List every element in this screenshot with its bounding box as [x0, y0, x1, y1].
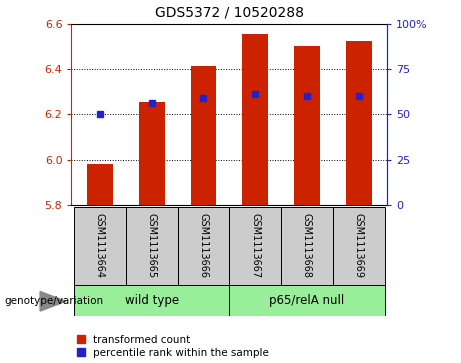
Text: GSM1113666: GSM1113666: [199, 213, 208, 278]
Text: p65/relA null: p65/relA null: [269, 294, 345, 307]
FancyBboxPatch shape: [229, 207, 281, 285]
Polygon shape: [40, 291, 66, 311]
Legend: transformed count, percentile rank within the sample: transformed count, percentile rank withi…: [77, 335, 269, 358]
FancyBboxPatch shape: [177, 207, 229, 285]
FancyBboxPatch shape: [333, 207, 384, 285]
FancyBboxPatch shape: [74, 207, 126, 285]
Title: GDS5372 / 10520288: GDS5372 / 10520288: [155, 6, 304, 20]
Text: GSM1113664: GSM1113664: [95, 213, 105, 278]
Bar: [242, 34, 268, 205]
Text: GSM1113668: GSM1113668: [302, 213, 312, 278]
Bar: [346, 41, 372, 205]
Text: GSM1113667: GSM1113667: [250, 213, 260, 278]
Bar: [139, 102, 165, 205]
Text: GSM1113665: GSM1113665: [147, 213, 157, 278]
FancyBboxPatch shape: [281, 207, 333, 285]
FancyBboxPatch shape: [126, 207, 177, 285]
Bar: [190, 66, 216, 205]
FancyBboxPatch shape: [229, 285, 384, 316]
Text: GSM1113669: GSM1113669: [354, 213, 364, 278]
FancyBboxPatch shape: [74, 285, 229, 316]
Bar: [294, 46, 320, 205]
Text: wild type: wild type: [124, 294, 179, 307]
Bar: [87, 164, 113, 205]
Text: genotype/variation: genotype/variation: [5, 296, 104, 306]
